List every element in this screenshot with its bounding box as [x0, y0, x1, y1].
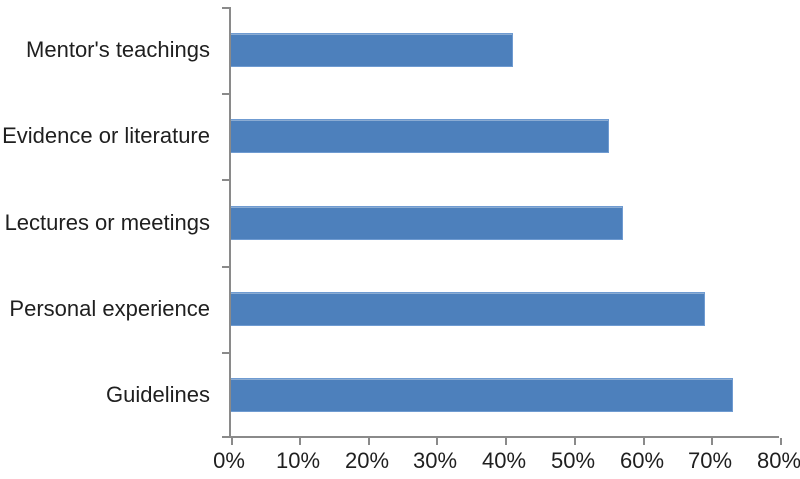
x-axis-tick-label: 80% [756, 448, 800, 473]
value-axis-labels: 0% 10% 20% 30% 40% 50% 60% 70% 80% [213, 448, 800, 478]
x-axis-tick [643, 438, 645, 445]
y-axis-tick [222, 179, 229, 181]
x-axis-tick-label: 10% [275, 448, 321, 473]
plot-area [222, 7, 782, 445]
y-axis-tick [222, 7, 229, 9]
x-axis-tick-label: 0% [213, 448, 245, 473]
category-label: Lectures or meetings [4, 209, 210, 235]
x-axis-tick-label: 70% [687, 448, 733, 473]
x-axis-tick-label: 30% [412, 448, 458, 473]
category-axis-labels: Mentor's teachings Evidence or literature… [0, 7, 212, 438]
x-axis-tick-label: 50% [550, 448, 596, 473]
x-axis-tick [711, 438, 713, 445]
bar [231, 119, 609, 154]
x-axis-tick [299, 438, 301, 445]
x-axis-tick-label: 40% [481, 448, 527, 473]
x-axis-tick [231, 438, 233, 445]
bar [231, 291, 705, 326]
x-axis-tick [436, 438, 438, 445]
category-label: Guidelines [106, 381, 210, 407]
y-axis-tick [222, 266, 229, 268]
y-axis-tick [222, 352, 229, 354]
x-axis-tick-label: 60% [619, 448, 665, 473]
x-axis-tick-label: 20% [344, 448, 390, 473]
category-label: Evidence or literature [2, 123, 210, 149]
category-label: Mentor's teachings [26, 37, 210, 63]
y-axis-tick [222, 93, 229, 95]
x-axis-tick [780, 438, 782, 445]
x-axis-tick [368, 438, 370, 445]
category-label: Personal experience [9, 295, 210, 321]
y-axis-tick [222, 436, 229, 438]
x-axis-tick [505, 438, 507, 445]
bar [231, 377, 733, 412]
x-axis-tick [574, 438, 576, 445]
bar [231, 205, 623, 240]
bar [231, 33, 513, 68]
